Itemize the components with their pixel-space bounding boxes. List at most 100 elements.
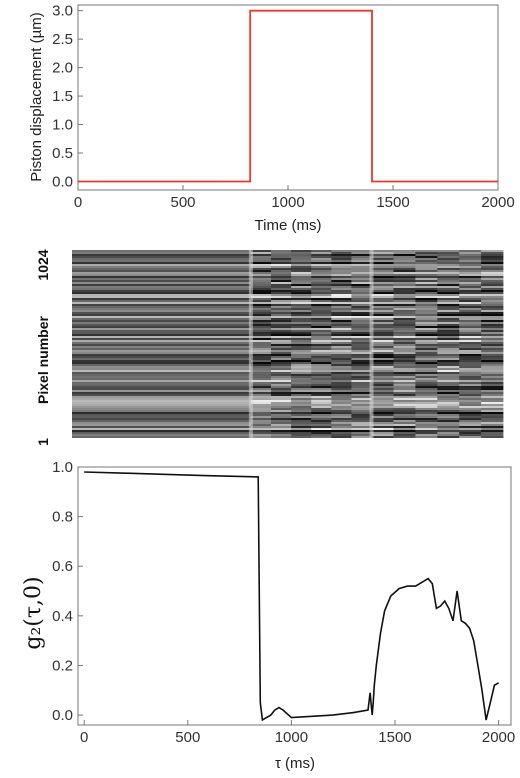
- heatmap-cell: [72, 416, 252, 418]
- heatmap-cell: [311, 388, 332, 390]
- heatmap-cell: [291, 376, 312, 378]
- heatmap-cell: [351, 314, 372, 316]
- heatmap-cell: [351, 360, 372, 362]
- heatmap-cell: [371, 264, 394, 266]
- heatmap-cell: [331, 252, 352, 254]
- heatmap-cell: [250, 384, 272, 386]
- heatmap-cell: [271, 270, 292, 272]
- heatmap-cell: [331, 390, 352, 392]
- g2-y-ticks: 0.0 0.2 0.4 0.6 0.8 1.0: [52, 459, 83, 724]
- heatmap-cell: [481, 260, 504, 262]
- heatmap-cell: [481, 346, 504, 348]
- heatmap-cell: [311, 284, 332, 286]
- heatmap-cell: [459, 322, 482, 324]
- heatmap-cell: [250, 340, 272, 342]
- heatmap-cell: [437, 354, 460, 356]
- heatmap-cell: [72, 364, 252, 366]
- heatmap-cell: [271, 430, 292, 432]
- heatmap-cell: [437, 418, 460, 420]
- heatmap-cell: [459, 332, 482, 334]
- heatmap-y-tick-top: 1024: [35, 249, 51, 280]
- heatmap-y-tick-bottom: 1: [35, 438, 51, 446]
- piston-displacement-line: [78, 9, 498, 183]
- heatmap-cell: [459, 360, 482, 362]
- heatmap-cell: [481, 292, 504, 294]
- heatmap-cell: [351, 326, 372, 328]
- heatmap-cell: [459, 368, 482, 370]
- heatmap-cell: [72, 368, 252, 370]
- heatmap-cell: [291, 388, 312, 390]
- heatmap-cell: [415, 342, 438, 344]
- heatmap-cell: [437, 390, 460, 392]
- heatmap-cell: [351, 266, 372, 268]
- heatmap-cell: [371, 346, 394, 348]
- heatmap-cell: [271, 360, 292, 362]
- heatmap-cell: [250, 404, 272, 406]
- heatmap-cell: [331, 424, 352, 426]
- heatmap-cell: [250, 364, 272, 366]
- heatmap-cell: [371, 314, 394, 316]
- heatmap-cell: [271, 328, 292, 330]
- heatmap-cell: [291, 398, 312, 400]
- heatmap-cell: [437, 312, 460, 314]
- heatmap-cell: [393, 356, 416, 358]
- heatmap-cell: [331, 288, 352, 290]
- heatmap-cell: [250, 362, 272, 364]
- heatmap-cell: [437, 372, 460, 374]
- heatmap-cell: [481, 336, 504, 338]
- heatmap-cell: [459, 398, 482, 400]
- heatmap-cell: [291, 298, 312, 300]
- heatmap-cell: [250, 358, 272, 360]
- heatmap-cell: [371, 382, 394, 384]
- heatmap-cell: [72, 432, 252, 434]
- heatmap-cell: [459, 350, 482, 352]
- heatmap-cell: [250, 292, 272, 294]
- heatmap-cell: [331, 308, 352, 310]
- heatmap-cell: [437, 398, 460, 400]
- heatmap-cell: [415, 288, 438, 290]
- heatmap-cell: [331, 386, 352, 388]
- heatmap-cell: [291, 336, 312, 338]
- heatmap-cell: [459, 284, 482, 286]
- heatmap-cell: [331, 428, 352, 430]
- heatmap-cell: [250, 392, 272, 394]
- heatmap-cell: [459, 418, 482, 420]
- heatmap-cell: [371, 308, 394, 310]
- heatmap-cell: [459, 316, 482, 318]
- heatmap-cell: [271, 314, 292, 316]
- heatmap-cell: [311, 420, 332, 422]
- heatmap-cell: [311, 266, 332, 268]
- heatmap-cell: [459, 348, 482, 350]
- heatmap-cell: [271, 308, 292, 310]
- heatmap-cell: [459, 428, 482, 430]
- heatmap-cell: [351, 296, 372, 298]
- heatmap-cell: [437, 318, 460, 320]
- heatmap-cell: [415, 256, 438, 258]
- heatmap-cell: [437, 322, 460, 324]
- heatmap-cell: [331, 294, 352, 296]
- heatmap-cell: [291, 292, 312, 294]
- heatmap-cell: [72, 284, 252, 286]
- heatmap-cell: [271, 272, 292, 274]
- heatmap-cell: [250, 354, 272, 356]
- heatmap-cell: [415, 402, 438, 404]
- heatmap-cell: [481, 332, 504, 334]
- heatmap-cell: [291, 302, 312, 304]
- heatmap-cell: [459, 358, 482, 360]
- heatmap-cell: [371, 376, 394, 378]
- heatmap-cell: [351, 392, 372, 394]
- heatmap-cell: [250, 372, 272, 374]
- heatmap-cell: [371, 316, 394, 318]
- heatmap-cell: [311, 426, 332, 428]
- heatmap-cell: [371, 368, 394, 370]
- heatmap-cell: [371, 398, 394, 400]
- heatmap-cell: [250, 252, 272, 254]
- heatmap-cell: [481, 436, 504, 438]
- heatmap-cell: [481, 402, 504, 404]
- heatmap-cell: [393, 266, 416, 268]
- heatmap-cell: [371, 362, 394, 364]
- heatmap-cell: [250, 350, 272, 352]
- heatmap-cell: [437, 328, 460, 330]
- heatmap-cell: [291, 402, 312, 404]
- heatmap-cell: [72, 390, 252, 392]
